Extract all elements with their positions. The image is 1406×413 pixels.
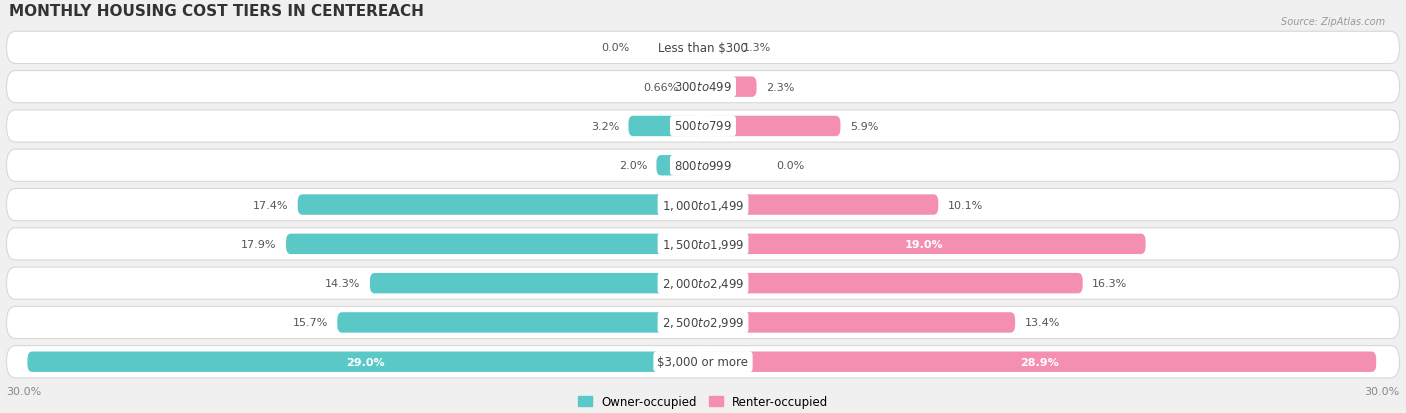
Text: 0.0%: 0.0% [602, 43, 630, 53]
Text: 2.3%: 2.3% [766, 83, 794, 93]
Text: 15.7%: 15.7% [292, 318, 328, 328]
FancyBboxPatch shape [7, 189, 1399, 221]
Text: $1,000 to $1,499: $1,000 to $1,499 [662, 198, 744, 212]
Text: 0.66%: 0.66% [643, 83, 678, 93]
Text: 0.0%: 0.0% [776, 161, 804, 171]
Text: $3,000 or more: $3,000 or more [658, 355, 748, 368]
Text: 2.0%: 2.0% [619, 161, 647, 171]
FancyBboxPatch shape [703, 38, 734, 59]
FancyBboxPatch shape [337, 313, 703, 333]
FancyBboxPatch shape [703, 351, 1376, 372]
FancyBboxPatch shape [703, 313, 1015, 333]
Text: 1.3%: 1.3% [742, 43, 770, 53]
Text: 5.9%: 5.9% [849, 122, 879, 132]
Text: $1,500 to $1,999: $1,500 to $1,999 [662, 237, 744, 251]
Text: 30.0%: 30.0% [1364, 386, 1399, 396]
FancyBboxPatch shape [28, 351, 703, 372]
Text: 19.0%: 19.0% [905, 239, 943, 249]
Text: 30.0%: 30.0% [7, 386, 42, 396]
Text: 29.0%: 29.0% [346, 357, 385, 367]
FancyBboxPatch shape [285, 234, 703, 254]
Text: Source: ZipAtlas.com: Source: ZipAtlas.com [1281, 17, 1385, 26]
Text: 14.3%: 14.3% [325, 278, 360, 288]
Text: 3.2%: 3.2% [591, 122, 619, 132]
FancyBboxPatch shape [7, 306, 1399, 339]
Text: $2,500 to $2,999: $2,500 to $2,999 [662, 316, 744, 330]
FancyBboxPatch shape [703, 234, 1146, 254]
FancyBboxPatch shape [298, 195, 703, 215]
FancyBboxPatch shape [657, 156, 703, 176]
Text: $300 to $499: $300 to $499 [673, 81, 733, 94]
FancyBboxPatch shape [7, 71, 1399, 104]
FancyBboxPatch shape [703, 273, 1083, 294]
Text: $800 to $999: $800 to $999 [673, 159, 733, 172]
FancyBboxPatch shape [370, 273, 703, 294]
FancyBboxPatch shape [703, 116, 841, 137]
Text: MONTHLY HOUSING COST TIERS IN CENTEREACH: MONTHLY HOUSING COST TIERS IN CENTEREACH [8, 4, 423, 19]
Text: 13.4%: 13.4% [1025, 318, 1060, 328]
Text: 10.1%: 10.1% [948, 200, 983, 210]
Text: Less than $300: Less than $300 [658, 42, 748, 55]
Text: 28.9%: 28.9% [1021, 357, 1059, 367]
FancyBboxPatch shape [703, 195, 938, 215]
FancyBboxPatch shape [7, 346, 1399, 378]
FancyBboxPatch shape [7, 228, 1399, 260]
FancyBboxPatch shape [628, 116, 703, 137]
Legend: Owner-occupied, Renter-occupied: Owner-occupied, Renter-occupied [572, 390, 834, 413]
Text: 17.9%: 17.9% [242, 239, 277, 249]
FancyBboxPatch shape [7, 111, 1399, 143]
Text: 16.3%: 16.3% [1092, 278, 1128, 288]
Text: $2,000 to $2,499: $2,000 to $2,499 [662, 276, 744, 290]
FancyBboxPatch shape [688, 77, 703, 97]
FancyBboxPatch shape [7, 267, 1399, 299]
FancyBboxPatch shape [7, 150, 1399, 182]
FancyBboxPatch shape [7, 32, 1399, 64]
Text: 17.4%: 17.4% [253, 200, 288, 210]
Text: $500 to $799: $500 to $799 [673, 120, 733, 133]
FancyBboxPatch shape [703, 77, 756, 97]
